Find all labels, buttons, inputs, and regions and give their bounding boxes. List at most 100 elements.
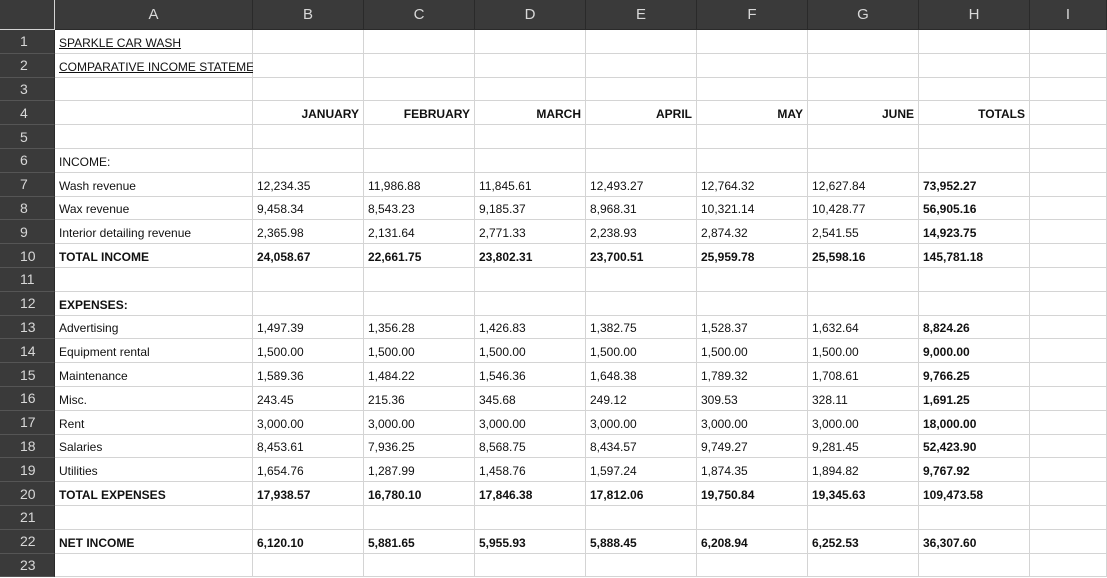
cell-d6[interactable] (475, 148, 586, 173)
cell-f11[interactable] (697, 267, 808, 292)
cell-d22[interactable]: 5,955.93 (475, 529, 586, 554)
cell-c13[interactable]: 1,356.28 (364, 315, 475, 340)
cell-e22[interactable]: 5,888.45 (586, 529, 697, 554)
cell-f12[interactable] (697, 291, 808, 316)
cell-h15[interactable]: 9,766.25 (919, 363, 1030, 387)
cell-i3[interactable] (1030, 77, 1107, 102)
cell-a17[interactable]: Rent (55, 410, 253, 435)
cell-h10[interactable]: 145,781.18 (919, 244, 1030, 268)
cell-d4[interactable]: MARCH (475, 101, 586, 126)
row-header-21[interactable]: 21 (0, 505, 55, 530)
cell-b1[interactable] (253, 30, 364, 54)
column-header-i[interactable]: I (1030, 0, 1107, 30)
cell-i1[interactable] (1030, 30, 1107, 54)
row-header-10[interactable]: 10 (0, 244, 55, 268)
cell-d1[interactable] (475, 30, 586, 54)
cell-c22[interactable]: 5,881.65 (364, 529, 475, 554)
cell-c3[interactable] (364, 77, 475, 102)
cell-i21[interactable] (1030, 505, 1107, 530)
cell-b18[interactable]: 8,453.61 (253, 434, 364, 459)
column-header-h[interactable]: H (919, 0, 1030, 30)
cell-h8[interactable]: 56,905.16 (919, 196, 1030, 221)
cell-i17[interactable] (1030, 410, 1107, 435)
cell-a13[interactable]: Advertising (55, 315, 253, 340)
cell-g19[interactable]: 1,894.82 (808, 458, 919, 483)
cell-e15[interactable]: 1,648.38 (586, 363, 697, 387)
cell-f16[interactable]: 309.53 (697, 386, 808, 411)
cell-e9[interactable]: 2,238.93 (586, 220, 697, 245)
cell-e6[interactable] (586, 148, 697, 173)
cell-g22[interactable]: 6,252.53 (808, 529, 919, 554)
cell-g16[interactable]: 328.11 (808, 386, 919, 411)
cell-c18[interactable]: 7,936.25 (364, 434, 475, 459)
cell-h9[interactable]: 14,923.75 (919, 220, 1030, 245)
cell-c8[interactable]: 8,543.23 (364, 196, 475, 221)
cell-g11[interactable] (808, 267, 919, 292)
cell-b7[interactable]: 12,234.35 (253, 172, 364, 197)
cell-h1[interactable] (919, 30, 1030, 54)
row-header-15[interactable]: 15 (0, 363, 55, 387)
cell-a18[interactable]: Salaries (55, 434, 253, 459)
cell-i12[interactable] (1030, 291, 1107, 316)
cell-h22[interactable]: 36,307.60 (919, 529, 1030, 554)
cell-a5[interactable] (55, 125, 253, 149)
cell-c12[interactable] (364, 291, 475, 316)
cell-d7[interactable]: 11,845.61 (475, 172, 586, 197)
row-header-18[interactable]: 18 (0, 434, 55, 459)
row-header-4[interactable]: 4 (0, 101, 55, 126)
cell-d16[interactable]: 345.68 (475, 386, 586, 411)
cell-h7[interactable]: 73,952.27 (919, 172, 1030, 197)
cell-e18[interactable]: 8,434.57 (586, 434, 697, 459)
cell-c20[interactable]: 16,780.10 (364, 482, 475, 506)
cell-a2[interactable]: COMPARATIVE INCOME STATEMENT (55, 53, 270, 78)
cell-a11[interactable] (55, 267, 253, 292)
cell-g2[interactable] (808, 53, 919, 78)
cell-b8[interactable]: 9,458.34 (253, 196, 364, 221)
cell-g6[interactable] (808, 148, 919, 173)
cell-h4[interactable]: TOTALS (919, 101, 1030, 126)
cell-f10[interactable]: 25,959.78 (697, 244, 808, 268)
cell-i11[interactable] (1030, 267, 1107, 292)
cell-g18[interactable]: 9,281.45 (808, 434, 919, 459)
cell-b3[interactable] (253, 77, 364, 102)
row-header-6[interactable]: 6 (0, 148, 55, 173)
cell-b15[interactable]: 1,589.36 (253, 363, 364, 387)
cell-d3[interactable] (475, 77, 586, 102)
cell-i2[interactable] (1030, 53, 1107, 78)
cell-f4[interactable]: MAY (697, 101, 808, 126)
cell-e21[interactable] (586, 505, 697, 530)
cell-b17[interactable]: 3,000.00 (253, 410, 364, 435)
column-header-e[interactable]: E (586, 0, 697, 30)
cell-c15[interactable]: 1,484.22 (364, 363, 475, 387)
cell-e10[interactable]: 23,700.51 (586, 244, 697, 268)
cell-f3[interactable] (697, 77, 808, 102)
cell-d23[interactable] (475, 553, 586, 578)
cell-h23[interactable] (919, 553, 1030, 578)
column-header-b[interactable]: B (253, 0, 364, 30)
cell-a4[interactable] (55, 101, 253, 126)
cell-e4[interactable]: APRIL (586, 101, 697, 126)
cell-c2[interactable] (364, 53, 475, 78)
cell-e11[interactable] (586, 267, 697, 292)
cell-d15[interactable]: 1,546.36 (475, 363, 586, 387)
cell-g10[interactable]: 25,598.16 (808, 244, 919, 268)
cell-i4[interactable] (1030, 101, 1107, 126)
cell-a22[interactable]: NET INCOME (55, 529, 253, 554)
cell-f21[interactable] (697, 505, 808, 530)
cell-b9[interactable]: 2,365.98 (253, 220, 364, 245)
cell-c14[interactable]: 1,500.00 (364, 339, 475, 364)
cell-g13[interactable]: 1,632.64 (808, 315, 919, 340)
row-header-3[interactable]: 3 (0, 77, 55, 102)
cell-d18[interactable]: 8,568.75 (475, 434, 586, 459)
row-header-19[interactable]: 19 (0, 458, 55, 483)
cell-g5[interactable] (808, 125, 919, 149)
cell-i18[interactable] (1030, 434, 1107, 459)
cell-h20[interactable]: 109,473.58 (919, 482, 1030, 506)
row-header-5[interactable]: 5 (0, 125, 55, 149)
cell-h11[interactable] (919, 267, 1030, 292)
cell-c9[interactable]: 2,131.64 (364, 220, 475, 245)
cell-a8[interactable]: Wax revenue (55, 196, 253, 221)
cell-f1[interactable] (697, 30, 808, 54)
cell-g17[interactable]: 3,000.00 (808, 410, 919, 435)
cell-a19[interactable]: Utilities (55, 458, 253, 483)
